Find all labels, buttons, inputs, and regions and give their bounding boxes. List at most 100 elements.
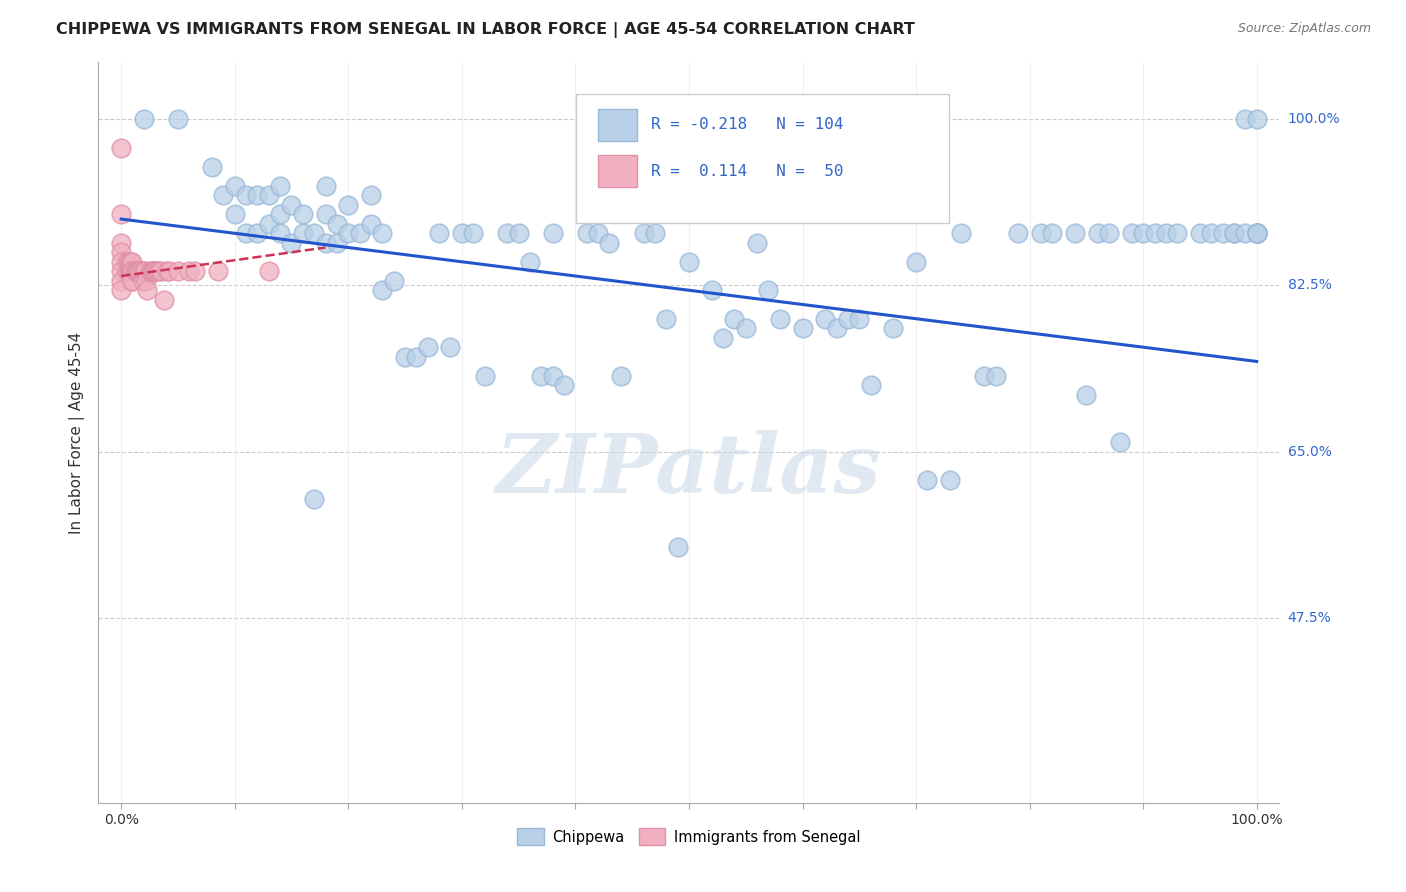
Point (131, 264, 153, 278)
Point (120, 264, 142, 278)
Point (129, 264, 152, 278)
Point (315, 207, 337, 221)
Point (124, 264, 146, 278)
Text: CHIPPEWA VS IMMIGRANTS FROM SENEGAL IN LABOR FORCE | AGE 45-54 CORRELATION CHART: CHIPPEWA VS IMMIGRANTS FROM SENEGAL IN L… (56, 22, 915, 38)
Point (121, 264, 143, 278)
Point (700, 283, 723, 297)
Point (1076, 387, 1098, 401)
Point (315, 235, 337, 250)
Point (382, 274, 405, 288)
Point (1040, 227, 1063, 241)
Point (1223, 227, 1246, 241)
Point (496, 227, 519, 241)
Point (224, 207, 246, 221)
Point (141, 264, 163, 278)
Point (474, 368, 496, 383)
Point (143, 264, 166, 278)
Point (110, 264, 132, 278)
Point (1064, 227, 1087, 241)
Point (149, 264, 172, 278)
Point (837, 311, 859, 326)
Point (1212, 227, 1234, 241)
Point (655, 311, 678, 326)
Point (128, 264, 150, 278)
Point (148, 264, 170, 278)
Text: Source: ZipAtlas.com: Source: ZipAtlas.com (1237, 22, 1371, 36)
Point (120, 254, 142, 268)
Point (110, 274, 132, 288)
Point (212, 188, 235, 202)
Point (257, 264, 280, 278)
Point (1201, 227, 1223, 241)
Point (121, 254, 143, 268)
Point (134, 264, 156, 278)
Point (360, 217, 382, 231)
Point (349, 227, 371, 241)
Text: 82.5%: 82.5% (1288, 278, 1331, 293)
Point (155, 264, 177, 278)
Point (135, 274, 157, 288)
Point (1188, 227, 1211, 241)
Point (1234, 112, 1257, 127)
Point (118, 254, 141, 268)
Point (950, 227, 973, 241)
Point (1029, 227, 1052, 241)
Point (1246, 227, 1268, 241)
Point (201, 160, 224, 174)
Point (405, 350, 427, 364)
Point (120, 254, 142, 268)
Point (246, 188, 269, 202)
Point (110, 283, 132, 297)
Point (257, 217, 280, 231)
Text: R =  0.114   N =  50: R = 0.114 N = 50 (651, 164, 844, 178)
Text: 47.5%: 47.5% (1288, 611, 1331, 624)
Point (450, 227, 472, 241)
Point (734, 321, 756, 335)
Point (1087, 227, 1109, 241)
Text: 100.0%: 100.0% (1288, 112, 1340, 127)
Point (224, 178, 246, 193)
Point (125, 264, 148, 278)
Point (769, 311, 792, 326)
Point (633, 227, 655, 241)
Point (110, 245, 132, 260)
Point (257, 188, 280, 202)
Point (337, 198, 360, 212)
Point (825, 321, 848, 335)
Point (326, 217, 349, 231)
Point (973, 368, 995, 383)
Point (758, 283, 780, 297)
Point (143, 264, 166, 278)
Point (110, 141, 132, 155)
Point (167, 112, 190, 127)
Point (1098, 227, 1121, 241)
Point (127, 264, 149, 278)
Point (1223, 227, 1246, 241)
Point (814, 311, 837, 326)
Point (157, 264, 180, 278)
Point (792, 321, 814, 335)
Text: R = -0.218   N = 104: R = -0.218 N = 104 (651, 118, 844, 132)
Point (598, 235, 620, 250)
Point (121, 264, 143, 278)
Point (291, 227, 314, 241)
Point (207, 264, 229, 278)
Point (1007, 227, 1029, 241)
Point (121, 274, 143, 288)
Point (235, 188, 257, 202)
Point (1246, 227, 1268, 241)
Point (939, 473, 962, 487)
Point (280, 198, 302, 212)
Point (235, 227, 257, 241)
Point (859, 378, 882, 392)
Point (115, 264, 138, 278)
Point (179, 264, 201, 278)
Point (360, 188, 382, 202)
Point (110, 254, 132, 268)
Text: ZIPatlas: ZIPatlas (496, 430, 882, 509)
Point (1246, 227, 1268, 241)
Point (745, 235, 768, 250)
Point (167, 264, 190, 278)
Point (121, 274, 143, 288)
Point (371, 227, 394, 241)
